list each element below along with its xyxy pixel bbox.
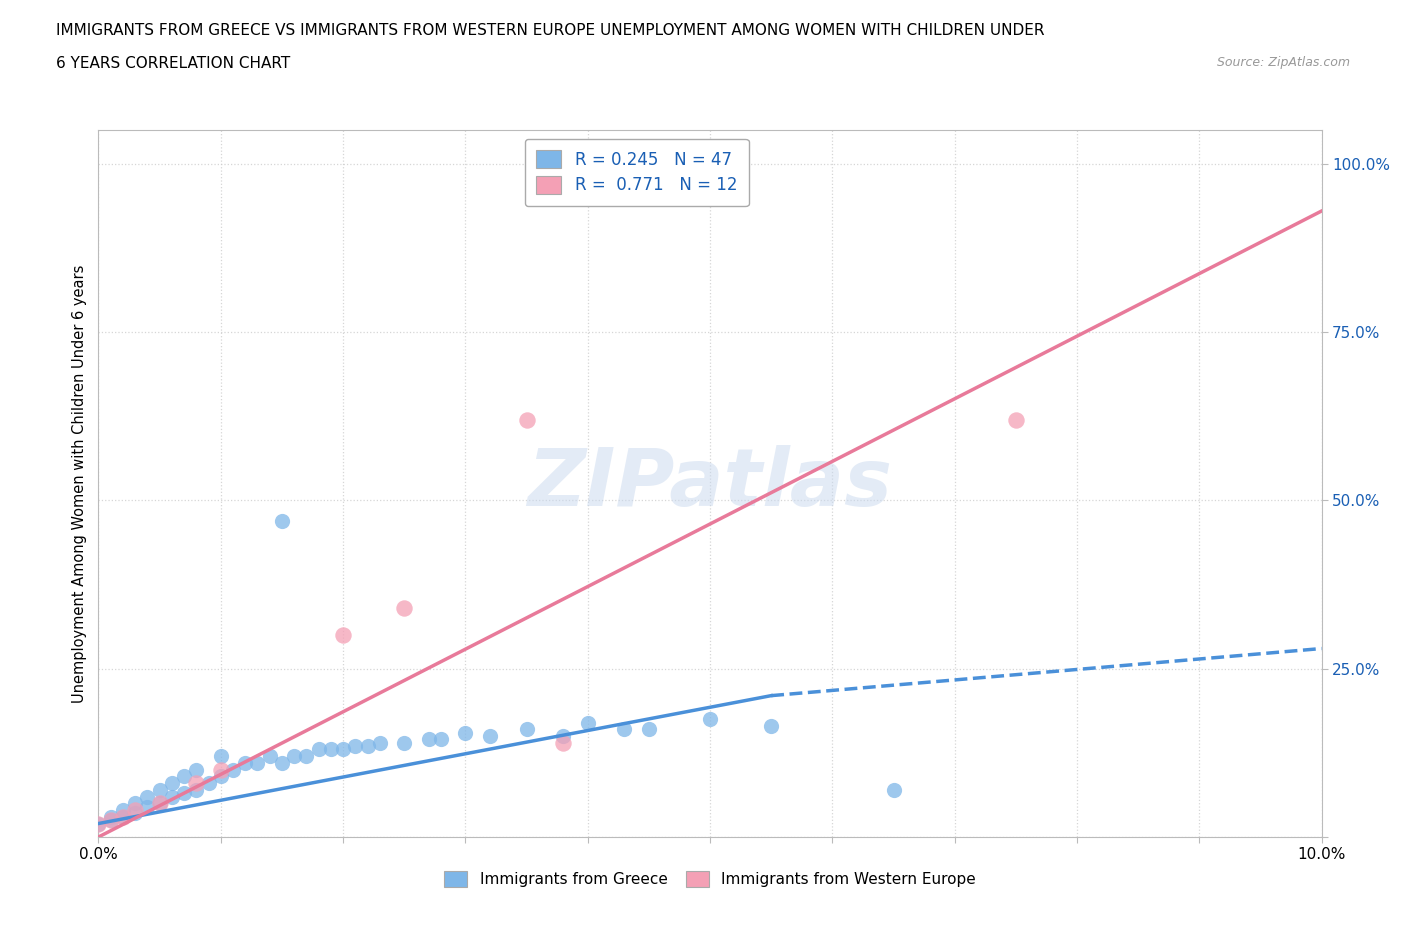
Point [100, 809, 122, 824]
Point [418, 732, 440, 747]
Point [576, 715, 599, 730]
Point [111, 809, 134, 824]
Point [222, 763, 245, 777]
Point [516, 722, 538, 737]
Point [111, 809, 134, 824]
Point [87, 817, 110, 831]
Point [124, 796, 146, 811]
Point [149, 796, 172, 811]
Point [149, 796, 172, 811]
Point [332, 628, 354, 643]
Point [454, 725, 477, 740]
Point [319, 742, 342, 757]
Point [173, 769, 195, 784]
Text: 6 YEARS CORRELATION CHART: 6 YEARS CORRELATION CHART [56, 56, 291, 71]
Point [197, 776, 219, 790]
Point [209, 749, 232, 764]
Point [478, 728, 501, 743]
Point [209, 769, 232, 784]
Point [149, 782, 172, 797]
Text: ZIPatlas: ZIPatlas [527, 445, 893, 523]
Legend: Immigrants from Greece, Immigrants from Western Europe: Immigrants from Greece, Immigrants from … [439, 865, 981, 893]
Point [186, 763, 208, 777]
Point [368, 736, 391, 751]
Y-axis label: Unemployment Among Women with Children Under 6 years: Unemployment Among Women with Children U… [72, 264, 87, 703]
Text: IMMIGRANTS FROM GREECE VS IMMIGRANTS FROM WESTERN EUROPE UNEMPLOYMENT AMONG WOME: IMMIGRANTS FROM GREECE VS IMMIGRANTS FRO… [56, 23, 1045, 38]
Point [392, 601, 416, 616]
Point [295, 749, 318, 764]
Point [270, 755, 292, 770]
Point [699, 711, 721, 726]
Point [553, 728, 575, 743]
Point [1004, 412, 1026, 427]
Point [160, 776, 183, 790]
Point [100, 813, 122, 828]
Point [233, 755, 256, 770]
Point [308, 742, 330, 757]
Point [759, 719, 782, 734]
Point [883, 782, 905, 797]
Point [283, 749, 305, 764]
Point [173, 786, 195, 801]
Point [111, 803, 134, 817]
Point [136, 790, 159, 804]
Point [259, 749, 281, 764]
Point [613, 722, 636, 737]
Point [332, 742, 354, 757]
Point [516, 412, 538, 427]
Point [637, 722, 661, 737]
Point [160, 790, 183, 804]
Point [430, 732, 453, 747]
Point [87, 817, 110, 831]
Point [270, 513, 292, 528]
Point [100, 813, 122, 828]
Point [553, 736, 575, 751]
Point [136, 799, 159, 814]
Point [186, 782, 208, 797]
Point [356, 738, 378, 753]
Text: Source: ZipAtlas.com: Source: ZipAtlas.com [1216, 56, 1350, 69]
Point [209, 763, 232, 777]
Point [344, 738, 367, 753]
Point [392, 736, 416, 751]
Point [124, 806, 146, 821]
Point [246, 755, 269, 770]
Point [186, 776, 208, 790]
Point [124, 803, 146, 817]
